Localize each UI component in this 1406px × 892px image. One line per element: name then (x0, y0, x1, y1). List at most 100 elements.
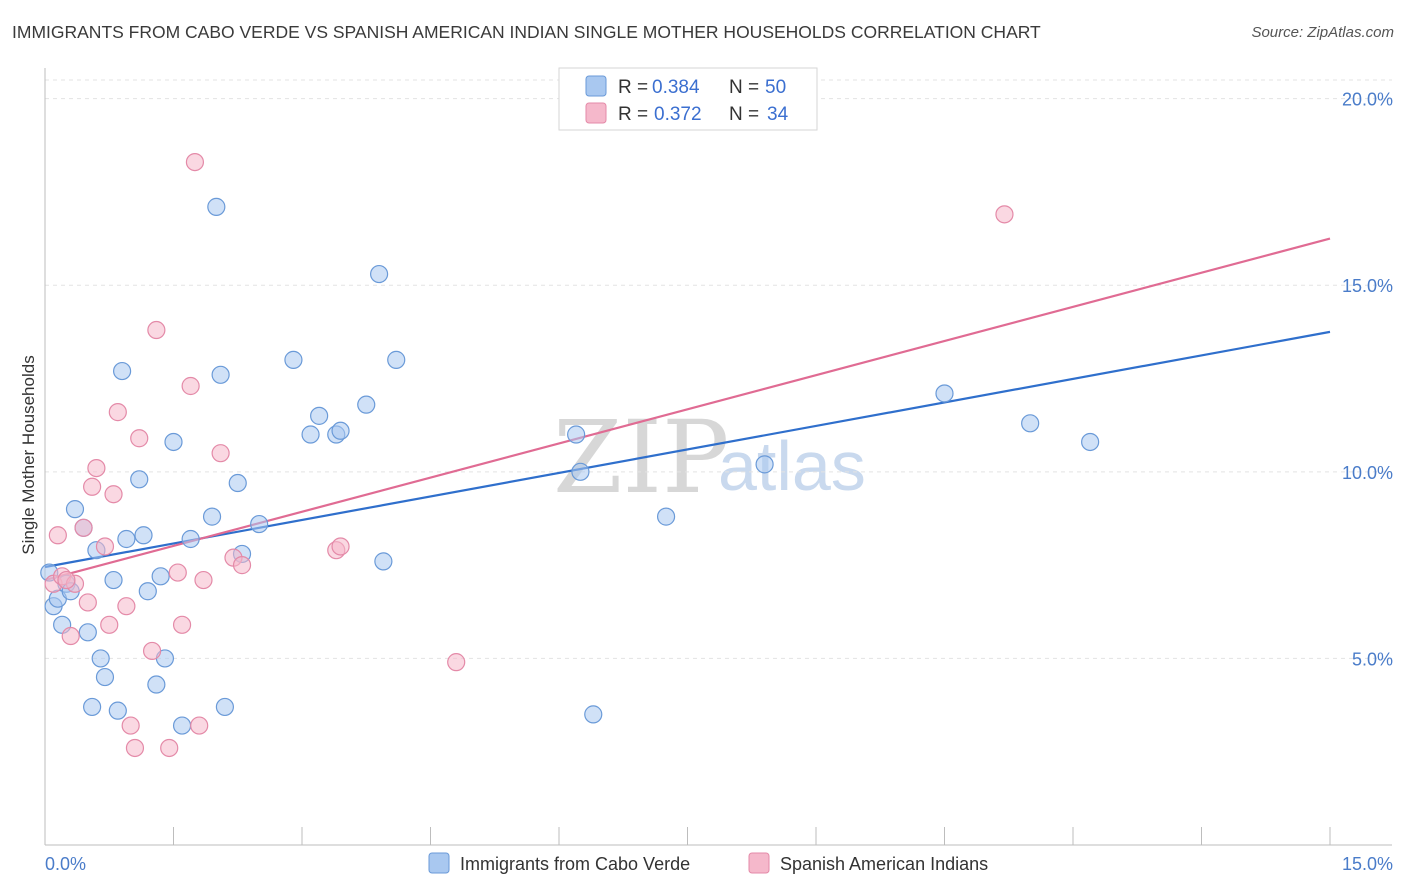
y-tick-label-2: 15.0% (1342, 276, 1393, 296)
series-legend: Immigrants from Cabo Verde Spanish Ameri… (428, 852, 988, 874)
point-series0-21 (151, 567, 170, 586)
trend-line-series0 (44, 330, 1331, 569)
y-tick-label-0: 5.0% (1352, 649, 1393, 669)
series-legend-swatch-blue (428, 852, 450, 874)
axes (44, 68, 1392, 846)
legend-r-value-2: 0.372 (654, 104, 702, 125)
point-series0-20 (147, 675, 166, 694)
point-series0-19 (138, 582, 157, 601)
point-series0-40 (374, 552, 393, 571)
point-series0-17 (130, 470, 149, 489)
trend-line-series1 (44, 237, 1331, 582)
correlation-legend: R = 0.384 N = 50 R = 0.372 N = 34 (558, 67, 818, 131)
legend-swatch-pink (585, 102, 607, 124)
point-series0-12 (95, 667, 115, 687)
point-series1-22 (181, 376, 200, 396)
chart-title: IMMIGRANTS FROM CABO VERDE VS SPANISH AM… (12, 22, 1041, 42)
point-series1-13 (117, 597, 136, 616)
y-tick-label-1: 10.0% (1342, 463, 1393, 483)
point-series1-3 (61, 626, 80, 646)
series-legend-label-2: Spanish American Indians (780, 854, 988, 874)
legend-n-label-2: N = (729, 104, 759, 125)
point-series1-16 (130, 429, 149, 448)
point-series1-31 (447, 653, 466, 672)
point-series0-41 (387, 350, 406, 369)
point-series1-20 (168, 563, 187, 582)
point-series0-44 (584, 705, 603, 724)
point-series1-8 (87, 458, 106, 478)
legend-n-label-1: N = (729, 77, 759, 98)
legend-r-value-1: 0.384 (652, 77, 700, 98)
point-series0-8 (78, 623, 97, 642)
point-series0-14 (108, 701, 127, 720)
point-series1-32 (995, 205, 1014, 224)
point-series0-38 (357, 395, 376, 414)
source-label: Source: ZipAtlas.com (1251, 24, 1394, 41)
point-series1-19 (160, 738, 179, 758)
point-series1-25 (194, 570, 213, 590)
point-series1-23 (185, 152, 205, 172)
point-series0-13 (104, 570, 123, 590)
series-legend-swatch-pink (748, 852, 770, 874)
point-series0-34 (301, 425, 320, 444)
point-series0-42 (567, 425, 586, 444)
point-series0-9 (83, 697, 102, 717)
point-series1-5 (74, 518, 93, 537)
point-series0-27 (207, 197, 226, 216)
point-series0-28 (211, 365, 230, 384)
y-axis-label: Single Mother Households (19, 355, 38, 554)
point-series0-6 (65, 500, 85, 519)
data-points (40, 152, 1100, 758)
point-series0-25 (181, 529, 200, 549)
point-series0-48 (1021, 414, 1040, 433)
point-series0-49 (1081, 432, 1100, 452)
point-series0-26 (202, 507, 222, 526)
point-series0-46 (755, 455, 774, 474)
point-series0-29 (215, 697, 234, 717)
legend-n-value-1: 50 (765, 77, 786, 98)
point-series1-7 (83, 477, 102, 496)
x-tick-labels: 0.0% 15.0% (45, 854, 1393, 874)
y-tick-labels: 5.0% 10.0% 15.0% 20.0% (1342, 90, 1393, 670)
x-tick-label-0: 0.0% (45, 854, 86, 874)
y-tick-label-3: 20.0% (1342, 90, 1393, 110)
point-series1-1 (48, 526, 67, 545)
point-series0-30 (228, 473, 247, 493)
point-series1-18 (147, 320, 166, 340)
legend-r-label-2: R = (618, 104, 648, 125)
point-series1-17 (142, 641, 162, 661)
point-series1-28 (232, 556, 252, 575)
point-series0-33 (284, 350, 303, 369)
point-series0-47 (935, 384, 954, 403)
point-series0-15 (112, 361, 132, 381)
series-legend-label-1: Immigrants from Cabo Verde (460, 854, 690, 874)
point-series1-9 (95, 537, 115, 556)
point-series0-35 (310, 406, 329, 425)
point-series1-30 (331, 537, 350, 556)
point-series1-33 (57, 570, 76, 590)
point-series0-16 (117, 529, 136, 549)
point-series1-14 (121, 716, 140, 735)
legend-r-label-1: R = (618, 77, 648, 98)
point-series0-11 (91, 649, 110, 668)
point-series1-24 (190, 716, 209, 735)
point-series1-10 (100, 615, 119, 634)
trend-lines (44, 237, 1331, 582)
point-series0-39 (370, 264, 389, 284)
point-series1-21 (172, 615, 192, 634)
point-series0-32 (250, 514, 269, 534)
point-series1-11 (104, 485, 123, 504)
point-series0-23 (164, 432, 183, 452)
point-series0-43 (571, 462, 590, 481)
point-series1-26 (211, 444, 230, 463)
point-series1-6 (78, 593, 97, 612)
point-series1-12 (108, 403, 127, 422)
point-series0-45 (656, 507, 676, 526)
point-series0-37 (331, 421, 350, 440)
point-series1-15 (125, 738, 145, 758)
legend-swatch-blue (585, 75, 607, 97)
x-tick-label-1: 15.0% (1342, 854, 1393, 874)
legend-n-value-2: 34 (767, 104, 789, 125)
point-series0-24 (172, 716, 192, 735)
